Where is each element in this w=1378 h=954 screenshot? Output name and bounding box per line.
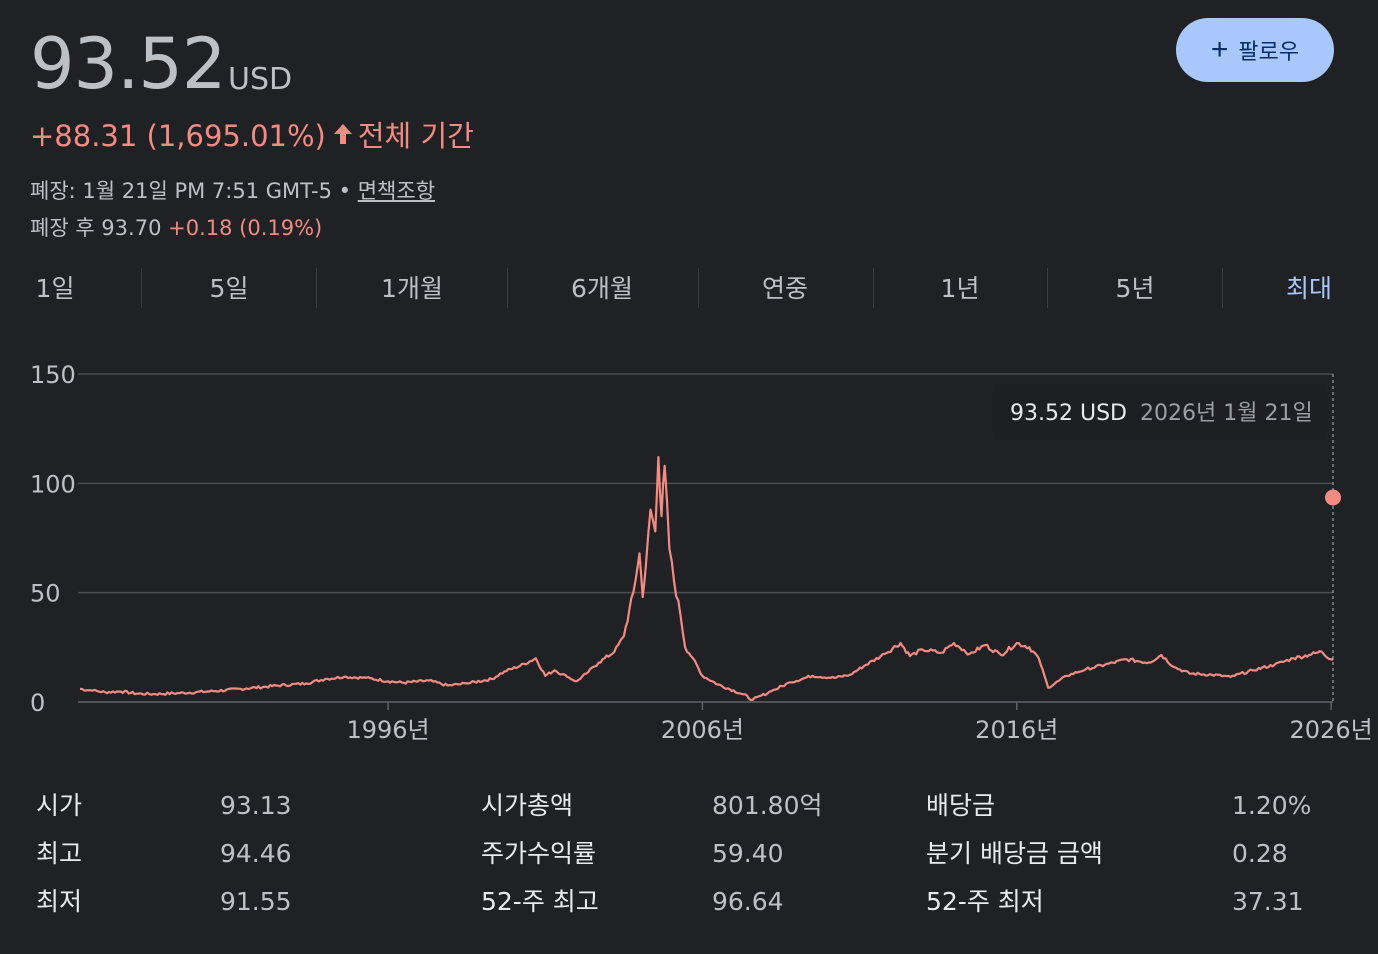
tab-separator: [507, 268, 508, 308]
tooltip-date: 2026년 1월 21일: [1140, 401, 1313, 426]
tab-separator: [698, 268, 699, 308]
stat-value-dividend: 1.20%: [1232, 791, 1312, 820]
tab-separator: [141, 268, 142, 308]
stat-value-pe-ratio: 59.40: [712, 839, 784, 868]
arrow-up-icon: [332, 116, 354, 156]
stat-label-quarterly-dividend: 분기 배당금 금액: [926, 839, 1103, 868]
x-tick-label: 2026년: [1290, 716, 1373, 744]
stat-label-low: 최저: [36, 887, 83, 916]
tab-7[interactable]: 최대: [1285, 274, 1332, 303]
stat-value-high: 94.46: [220, 839, 292, 868]
tab-separator: [1222, 268, 1223, 308]
x-tick-label: 1996년: [346, 716, 429, 744]
stat-label-open: 시가: [36, 791, 83, 820]
current-point: [1325, 489, 1341, 506]
follow-label: 팔로우: [1238, 39, 1300, 64]
stat-value-quarterly-dividend: 0.28: [1232, 839, 1288, 868]
tab-0[interactable]: 1일: [35, 274, 75, 303]
stats-table: 시가 93.13 최고 94.46 최저 91.55 시가총액 801.80억 …: [36, 782, 1336, 932]
market-status: 폐장: 1월 21일 PM 7:51 GMT-5 • 면책조항: [30, 176, 435, 206]
disclaimer-link[interactable]: 면책조항: [357, 179, 436, 203]
stat-label-pe-ratio: 주가수익률: [481, 839, 597, 868]
tooltip-box: [993, 384, 1327, 440]
status-text: 폐장: 1월 21일 PM 7:51 GMT-5 •: [30, 179, 352, 203]
y-tick-label: 150: [30, 361, 76, 389]
stat-label-52w-low: 52-주 최저: [926, 887, 1044, 916]
y-tick-label: 50: [30, 580, 61, 608]
currency-label: USD: [228, 62, 293, 97]
stat-label-dividend: 배당금: [926, 791, 996, 820]
tab-separator: [873, 268, 874, 308]
tab-separator: [316, 268, 317, 308]
tab-2[interactable]: 1개월: [381, 274, 443, 303]
y-tick-label: 100: [30, 470, 76, 498]
stat-value-low: 91.55: [220, 887, 292, 916]
tab-1[interactable]: 5일: [209, 274, 249, 303]
after-hours-price: 폐장 후 93.70: [30, 216, 162, 240]
price-line: [79, 456, 1334, 702]
plus-icon: +: [1210, 33, 1229, 66]
x-tick-label: 2016년: [975, 716, 1058, 744]
current-price: 93.52: [30, 23, 226, 105]
stat-value-open: 93.13: [220, 791, 292, 820]
stat-label-market-cap: 시가총액: [481, 791, 574, 820]
tab-6[interactable]: 5년: [1115, 274, 1155, 303]
price-change: +88.31 (1,695.01%) 전체 기간: [30, 116, 474, 156]
change-period: 전체 기간: [357, 119, 474, 153]
stat-value-52w-low: 37.31: [1232, 887, 1304, 916]
price-chart[interactable]: 0 50 100 150 1996년 2006년 2016년 2026년 93.52 USD 20…: [0, 340, 1378, 760]
tooltip-price: 93.52 USD: [1010, 401, 1127, 426]
stat-value-market-cap: 801.80억: [712, 791, 823, 820]
y-tick-label: 0: [30, 689, 45, 717]
tab-separator: [1047, 268, 1048, 308]
x-tick-label: 2006년: [661, 716, 744, 744]
stat-value-52w-high: 96.64: [712, 887, 784, 916]
follow-button[interactable]: + 팔로우: [1176, 18, 1334, 82]
tab-4[interactable]: 연중: [761, 274, 808, 303]
stat-label-52w-high: 52-주 최고: [481, 887, 599, 916]
tab-5[interactable]: 1년: [940, 274, 980, 303]
after-hours: 폐장 후 93.70 +0.18 (0.19%): [30, 213, 322, 243]
after-hours-change: +0.18 (0.19%): [168, 216, 323, 240]
chart-tooltip: 93.52 USD 2026년 1월 21일: [993, 384, 1327, 440]
stat-label-high: 최고: [36, 839, 83, 868]
time-range-tabs: 1일 5일 1개월 6개월 연중 1년 5년 최대: [30, 264, 1334, 324]
tab-3[interactable]: 6개월: [571, 274, 633, 303]
change-value: +88.31 (1,695.01%): [30, 119, 326, 153]
